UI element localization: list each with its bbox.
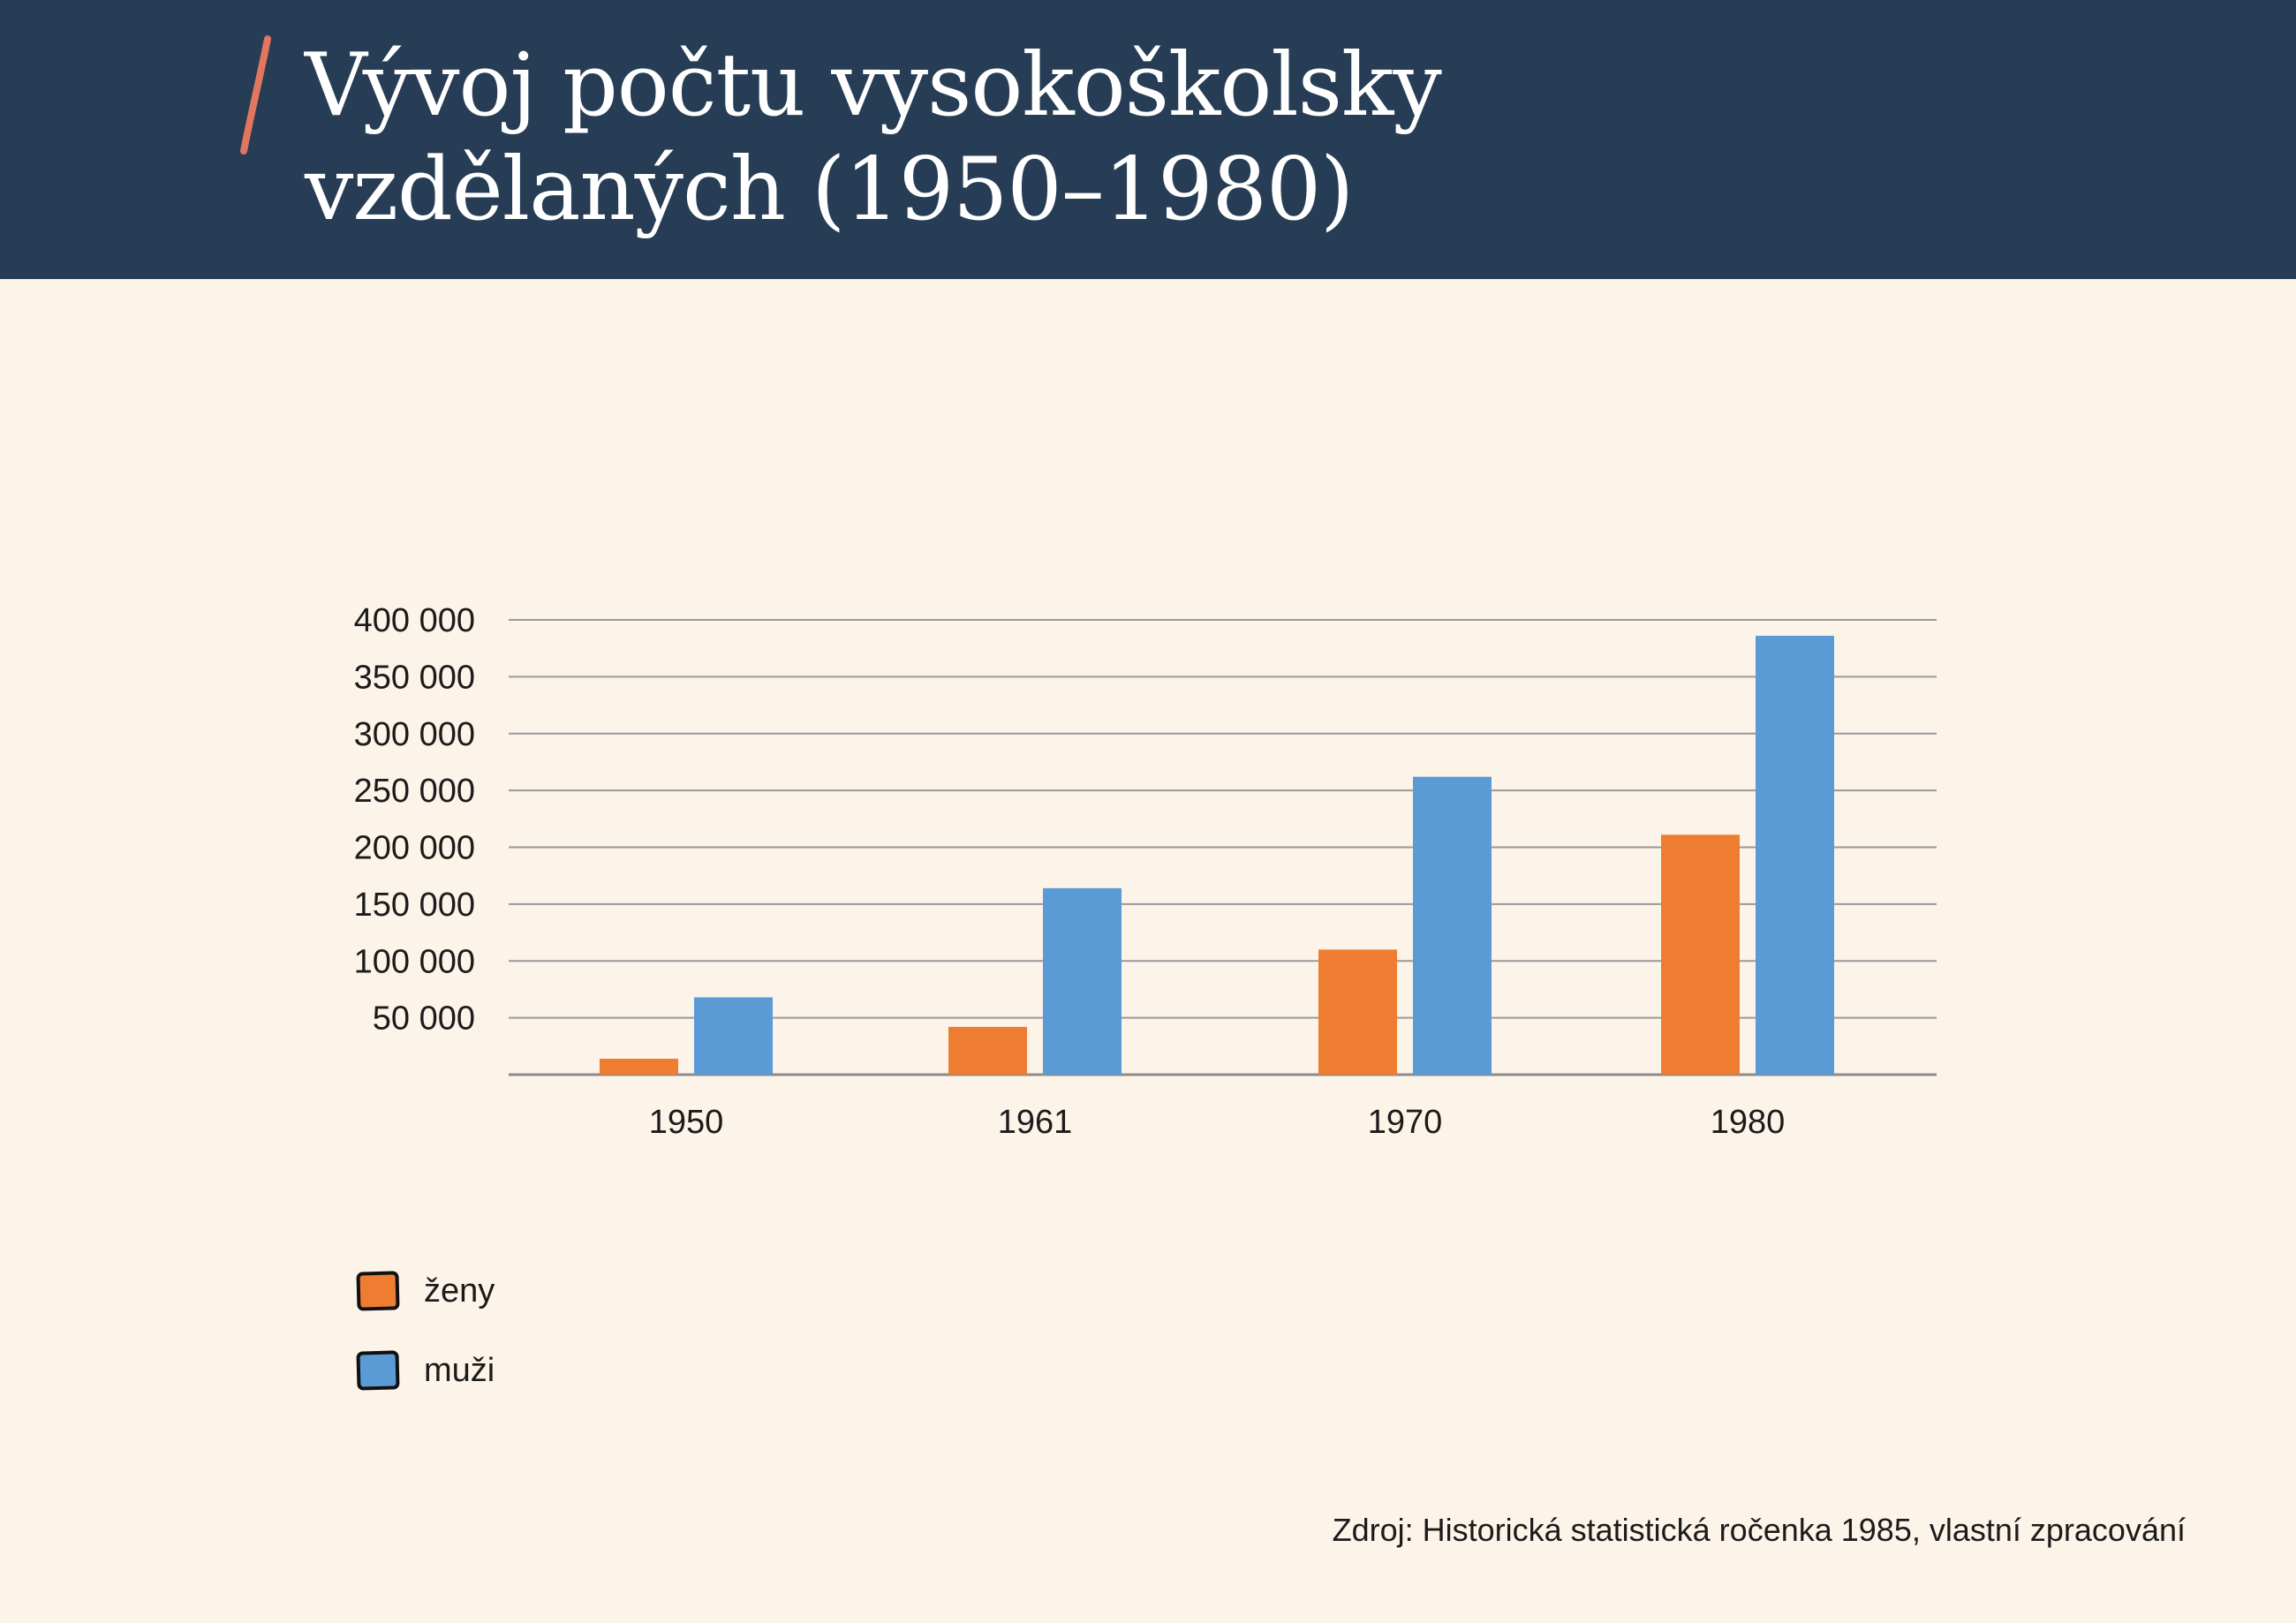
y-tick-label: 400 000	[354, 602, 475, 639]
bar-zeny-1970	[1318, 949, 1397, 1075]
legend-swatch-zeny	[356, 1271, 400, 1311]
source-note: Zdroj: Historická statistická ročenka 19…	[1332, 1512, 2186, 1548]
bar-muzi-1950	[694, 997, 773, 1075]
bar-zeny-1980	[1661, 834, 1740, 1075]
x-tick-label: 1950	[649, 1104, 724, 1141]
y-tick-label: 350 000	[354, 659, 475, 696]
bar-zeny-1961	[948, 1026, 1027, 1075]
y-tick-label: 300 000	[354, 716, 475, 753]
x-tick-label: 1980	[1711, 1104, 1786, 1141]
y-tick-label: 150 000	[354, 887, 475, 924]
accent-slash-icon	[240, 35, 271, 155]
legend-label-zeny: ženy	[424, 1272, 495, 1310]
page-title: Vývoj počtu vysokoškolsky vzdělaných (19…	[305, 34, 1894, 242]
legend-item-muzi: muži	[356, 1344, 495, 1397]
page-title-line-2: vzdělaných (1950–1980)	[305, 140, 1354, 240]
bar-zeny-1950	[600, 1058, 678, 1075]
bar-muzi-1970	[1413, 776, 1492, 1075]
x-tick-label: 1970	[1368, 1104, 1443, 1141]
chart-legend: ženy muži	[356, 1264, 495, 1423]
y-tick-label: 250 000	[354, 773, 475, 810]
legend-label-muzi: muži	[424, 1351, 495, 1389]
y-tick-label: 50 000	[373, 1000, 475, 1038]
y-tick-label: 100 000	[354, 943, 475, 980]
bar-muzi-1961	[1043, 887, 1122, 1075]
bar-muzi-1980	[1756, 636, 1834, 1075]
x-tick-label: 1961	[998, 1104, 1073, 1141]
legend-swatch-muzi	[356, 1350, 400, 1391]
y-tick-label: 200 000	[354, 830, 475, 867]
legend-item-zeny: ženy	[356, 1264, 495, 1317]
page-title-line-1: Vývoj počtu vysokoškolsky	[305, 35, 1442, 136]
header-banner: Vývoj počtu vysokoškolsky vzdělaných (19…	[0, 0, 2296, 279]
